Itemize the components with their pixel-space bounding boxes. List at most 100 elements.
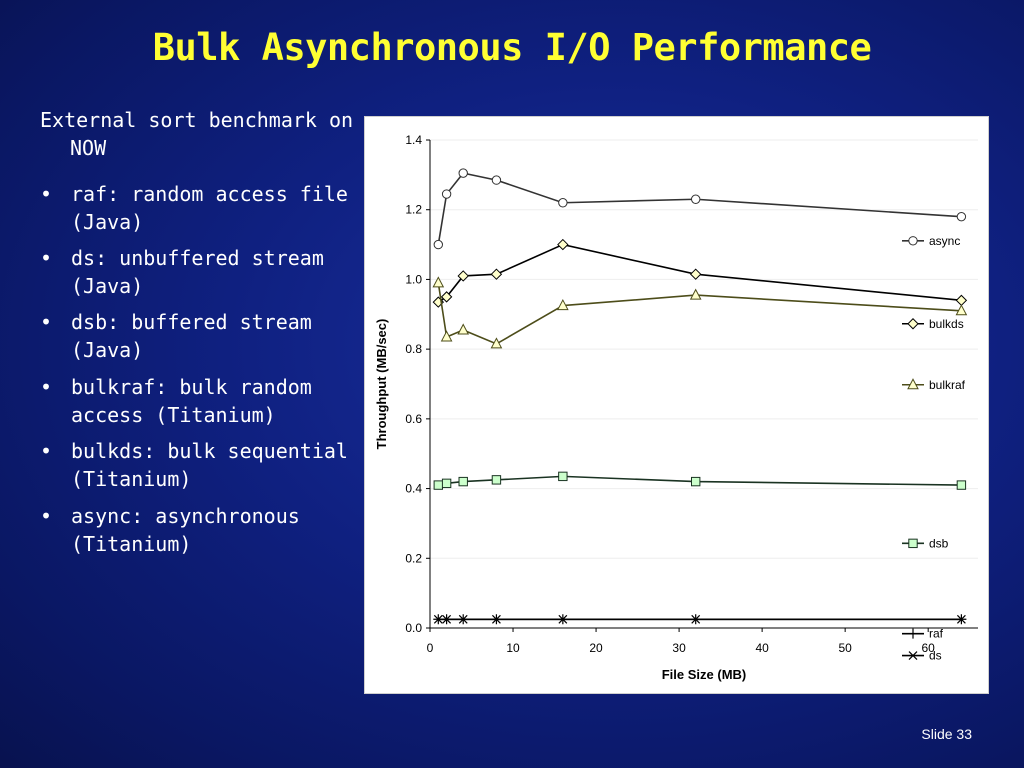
bullet-async: • async: asynchronous (Titanium) [40,502,355,558]
data-point-bulkds [689,268,702,280]
bullet-dot: • [40,504,53,528]
bullet-text: bulkds: bulk sequential (Titanium) [71,439,348,491]
data-point-bulkds [955,294,968,307]
series-line-async [437,172,962,245]
y-tick-label: 0.8 [405,342,422,356]
data-point-bulkraf [490,337,503,349]
chart-panel: 0.0 0.2 0.4 0.6 0.8 1.0 1.2 1.4 0 10 20 30 40 50 60 Fil… [364,116,989,694]
series-async [433,168,967,250]
bullet-dot: • [40,375,53,399]
legend-entry-ds: ds [902,649,942,663]
legend-marker [908,538,918,549]
intro-text: External sort benchmark on NOW [40,108,354,160]
bullet-dot: • [40,182,53,206]
legend-label: dsb [929,536,949,550]
y-tick-label: 0.2 [405,551,422,565]
x-tick-label: 0 [427,641,434,655]
data-point-dsb [558,471,568,482]
bullet-raf: • raf: random access file (Java) [40,180,355,236]
legend-marker [908,628,918,639]
bullet-text: raf: random access file (Java) [71,182,348,234]
legend-label: bulkds [929,317,964,331]
legend-marker [907,318,919,330]
bullet-text: dsb: buffered stream (Java) [71,310,312,362]
data-point-ds [691,614,701,624]
bullet-panel: External sort benchmark on NOW • raf: ran… [40,106,355,566]
data-point-ds [458,614,468,624]
data-point-bulkraf [432,276,445,288]
data-point-bulkraf [440,330,453,342]
throughput-chart: 0.0 0.2 0.4 0.6 0.8 1.0 1.2 1.4 0 10 20 30 40 50 60 Fil… [374,133,978,682]
data-point-dsb [491,475,502,485]
y-tick-label: 1.4 [405,133,422,147]
data-point-async [458,168,468,178]
data-point-ds [558,614,568,624]
y-axis-label: Throughput (MB/sec) [374,319,389,450]
bullet-dsb: • dsb: buffered stream (Java) [40,308,355,364]
legend-label: bulkraf [929,378,966,392]
data-point-bulkds [557,238,569,251]
x-tick-label: 30 [672,641,686,655]
legend-entry-bulkraf: bulkraf [902,378,966,392]
slide-number: Slide 33 [921,726,972,742]
data-point-dsb [956,480,967,490]
y-tick-label: 1.0 [405,272,422,286]
bullet-text: ds: unbuffered stream (Java) [71,246,324,298]
legend-label: ds [929,649,942,663]
x-tick-label: 20 [589,641,603,655]
data-point-async [558,198,568,208]
data-point-bulkraf [457,323,470,335]
data-point-async [441,189,452,199]
legend-marker [907,378,919,390]
data-point-ds [491,614,501,624]
y-tick-label: 0.4 [405,482,422,496]
legend-marker [908,651,918,661]
y-tick-label: 1.2 [405,203,422,217]
y-tick-label: 0.6 [405,412,422,426]
x-axis-label: File Size (MB) [662,667,747,682]
data-point-async [433,239,444,250]
y-tick-label: 0.0 [405,621,422,635]
slide-title: Bulk Asynchronous I/O Performance [152,26,872,69]
data-point-bulkraf [689,288,702,300]
bullet-text: async: asynchronous (Titanium) [71,504,300,556]
series-dsb [433,471,967,490]
legend-entry-async: async [902,234,960,248]
bullet-text: bulkraf: bulk random access (Titanium) [71,375,312,427]
data-point-dsb [441,478,452,489]
legend-entry-raf: raf [902,627,944,641]
data-point-bulkraf [557,298,569,311]
x-tick-label: 10 [506,641,520,655]
series-bulkraf [432,276,968,349]
data-point-dsb [690,476,701,487]
data-point-async [956,211,967,222]
x-tick-label: 40 [755,641,769,655]
bullet-dot: • [40,310,53,334]
x-tick-label: 60 [922,641,936,655]
data-point-bulkds [490,268,503,280]
bullet-list: • raf: random access file (Java) • ds: unb… [40,180,355,558]
data-point-ds [442,614,452,624]
legend-label: async [929,234,960,248]
data-point-bulkds [440,291,453,303]
data-point-async [690,194,701,204]
data-point-async [491,175,502,185]
series-bulkds [432,238,968,308]
legend-entry-dsb: dsb [902,536,949,550]
data-point-bulkds [457,270,469,282]
bullet-bulkds: • bulkds: bulk sequential (Titanium) [40,437,355,493]
bullet-dot: • [40,439,53,463]
data-point-dsb [458,476,468,487]
bullet-dot: • [40,246,53,270]
bullet-ds: • ds: unbuffered stream (Java) [40,244,355,300]
data-point-dsb [433,480,444,490]
data-point-ds [956,614,966,624]
data-point-ds [433,614,443,624]
bullet-bulkraf: • bulkraf: bulk random access (Titanium) [40,373,355,429]
series-ds [433,614,966,624]
legend-marker [908,236,918,246]
x-tick-label: 50 [838,641,852,655]
legend-label: raf [929,627,944,641]
legend-entry-bulkds: bulkds [902,317,964,331]
data-point-bulkraf [955,304,968,316]
